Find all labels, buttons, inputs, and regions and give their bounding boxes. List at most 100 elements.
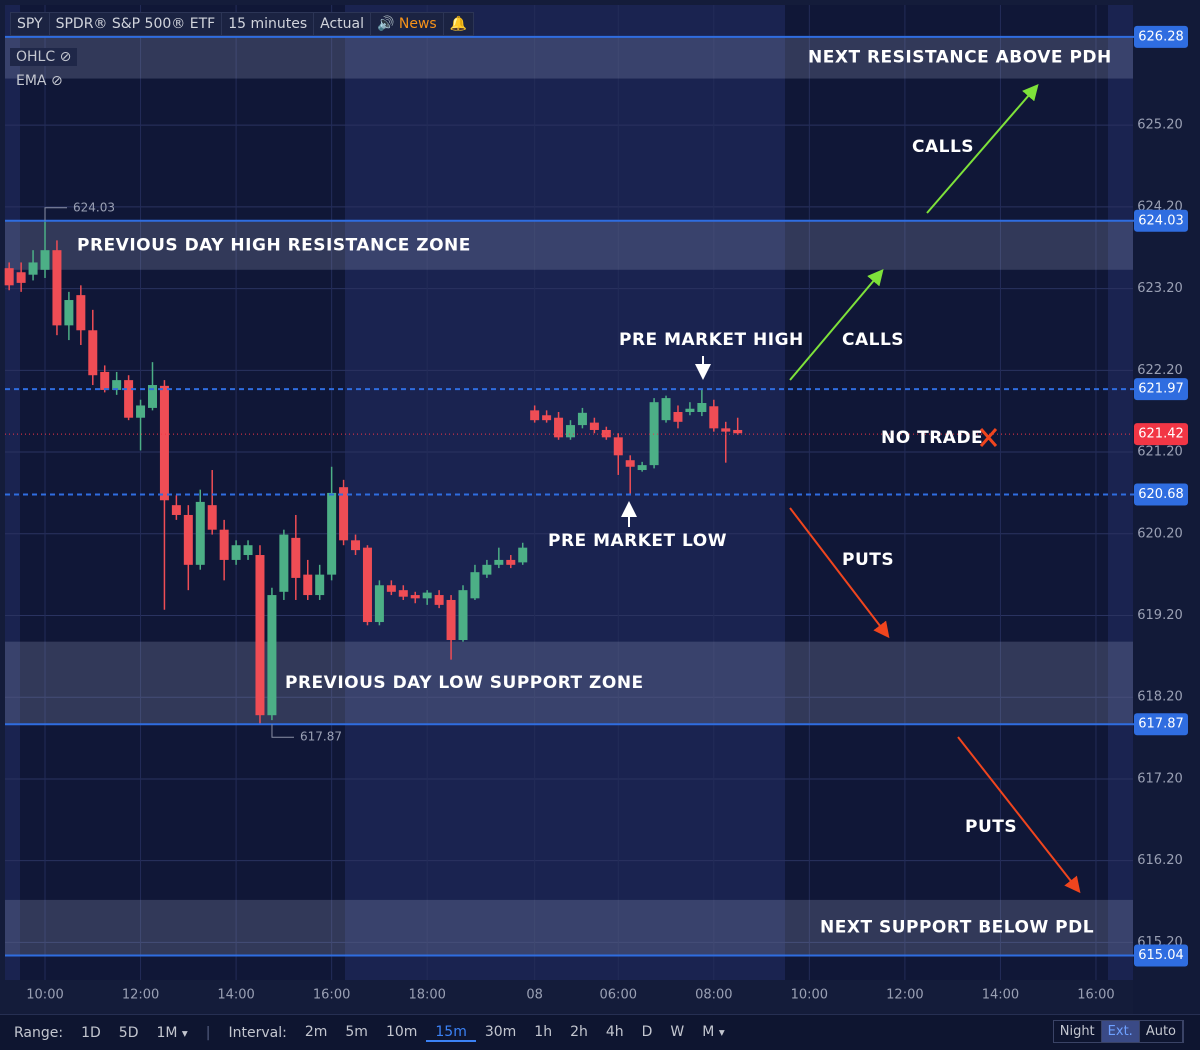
zone-label: NEXT SUPPORT BELOW PDL <box>820 918 1094 938</box>
interval-button[interactable]: D <box>641 1023 653 1040</box>
annotation: PRE MARKET HIGH <box>619 330 804 350</box>
interval-button[interactable]: 15m <box>426 1024 476 1042</box>
y-tick-label: 617.20 <box>1137 771 1183 786</box>
candle-body <box>339 487 349 541</box>
mode[interactable]: Actual <box>314 13 371 35</box>
interval-button[interactable]: M ▾ <box>702 1023 725 1040</box>
zone <box>5 220 1133 270</box>
symbol[interactable]: SPY <box>11 13 50 35</box>
price-level-box <box>1134 209 1188 232</box>
candle-body <box>52 250 62 326</box>
arrow <box>957 736 1081 894</box>
price-level-box <box>1134 25 1188 48</box>
toolbar: Range: 1D 5D 1M ▾ | Interval: 2m 5m 10m 15m 30… <box>0 1014 1200 1050</box>
candle-body <box>16 272 26 283</box>
news-label: News <box>398 16 437 32</box>
y-tick-label: 616.20 <box>1137 853 1183 868</box>
zone <box>5 641 1133 725</box>
x-tick-label: 16:00 <box>313 988 350 1003</box>
range-label: Range: <box>14 1024 64 1041</box>
legend-label: OHLC <box>16 49 56 65</box>
price-axis-bg <box>1133 0 1200 1014</box>
interval-button[interactable]: 4h <box>605 1023 624 1040</box>
annotation: PUTS <box>842 550 894 570</box>
mode-button[interactable]: Night <box>1054 1021 1102 1042</box>
x-tick-label: 06:00 <box>600 988 637 1003</box>
candle-body <box>374 585 384 623</box>
news[interactable]: 🔊 News <box>371 13 444 35</box>
candle-body <box>410 595 420 599</box>
instrument-name: SPDR® S&P 500® ETF <box>50 13 223 35</box>
candle-body <box>542 415 552 421</box>
y-tick-label: 622.20 <box>1137 363 1183 378</box>
candle-body <box>398 590 408 597</box>
interval-button[interactable]: 10m <box>385 1023 418 1040</box>
candle-body <box>207 505 217 530</box>
mode-button[interactable]: Auto <box>1140 1021 1183 1042</box>
interval-button[interactable]: 2h <box>570 1023 588 1040</box>
modes: Night Ext. Auto <box>1052 1020 1184 1043</box>
candle-body <box>76 295 86 331</box>
candle-body <box>709 406 719 429</box>
interval[interactable]: 15 minutes <box>222 13 315 35</box>
candle-body <box>100 371 110 390</box>
arrow <box>789 268 884 381</box>
interval-button[interactable]: 5m <box>345 1023 368 1040</box>
price-level-label: 621.97 <box>1138 382 1184 397</box>
price-level-label: 624.03 <box>1138 213 1184 228</box>
interval-button[interactable]: 1h <box>534 1023 553 1040</box>
candle-body <box>506 559 516 565</box>
intervals: 2m 5m 10m 15m 30m 1h 2h 4h D W M ▾ <box>296 1024 734 1042</box>
interval-button[interactable]: 2m <box>304 1023 328 1040</box>
arrow <box>789 507 890 639</box>
annotation: CALLS <box>842 330 904 350</box>
y-tick-label: 623.20 <box>1137 281 1183 296</box>
candle-body <box>4 268 14 286</box>
candle-body <box>279 534 289 592</box>
candle-body <box>518 547 528 563</box>
zone-label: PREVIOUS DAY LOW SUPPORT ZONE <box>285 673 644 693</box>
x-tick-label: 16:00 <box>1077 988 1114 1003</box>
candle-body <box>625 460 635 467</box>
zone-label: PREVIOUS DAY HIGH RESISTANCE ZONE <box>77 235 471 255</box>
interval-button[interactable]: 30m <box>484 1023 517 1040</box>
mode-button[interactable]: Ext. <box>1101 1021 1140 1042</box>
x-tick-label: 12:00 <box>886 988 923 1003</box>
candle-body <box>649 402 659 466</box>
candle-body <box>589 422 599 430</box>
range-button[interactable]: 5D <box>118 1024 139 1041</box>
arrow <box>926 83 1039 214</box>
price-level-box <box>1134 483 1188 506</box>
range-button[interactable]: 1D <box>81 1024 101 1041</box>
separator: | <box>205 1024 211 1041</box>
candle-body <box>422 592 432 599</box>
x-tick-label: 18:00 <box>408 988 445 1003</box>
zone <box>5 899 1133 956</box>
range-button[interactable]: 1M ▾ <box>156 1024 188 1041</box>
candle-body <box>351 540 361 551</box>
interval-button[interactable]: W <box>670 1023 685 1040</box>
candle-body <box>673 411 683 422</box>
low-label: 617.87 <box>300 730 342 744</box>
price-level-box <box>1134 944 1188 967</box>
annotation: PUTS <box>965 817 1017 837</box>
legend-item[interactable]: OHLC ⊘ <box>10 48 78 66</box>
candle-body <box>231 545 241 560</box>
candle-body <box>327 492 337 575</box>
zone <box>5 36 1133 79</box>
alert-icon[interactable]: 🔔 <box>449 16 468 32</box>
session-bg <box>785 5 1108 980</box>
annotation: CALLS <box>912 137 974 157</box>
candle-body <box>267 595 277 716</box>
legend-item[interactable]: EMA ⊘ <box>16 73 63 89</box>
candle-body <box>661 398 671 421</box>
candle-body <box>291 537 301 578</box>
candle-body <box>637 465 647 471</box>
candle-body <box>685 408 695 412</box>
candle-body <box>554 417 564 438</box>
legend-label: EMA <box>16 73 47 89</box>
price-level-label: 615.04 <box>1138 948 1184 963</box>
candle-body <box>28 262 38 275</box>
x-tick-label: 12:00 <box>122 988 159 1003</box>
candle-body <box>386 585 396 592</box>
